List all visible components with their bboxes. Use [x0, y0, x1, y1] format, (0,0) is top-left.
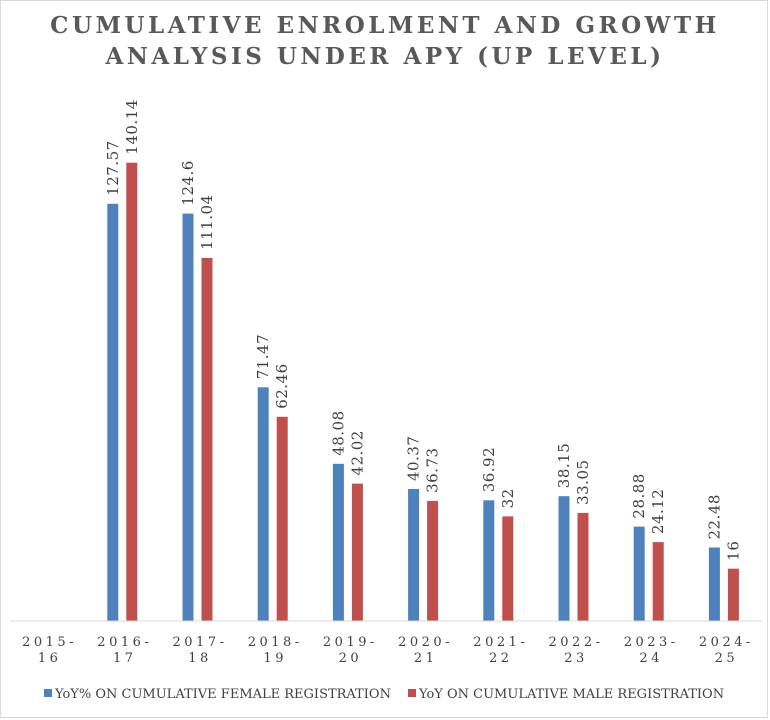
male-data-label-7: 33.05	[574, 459, 592, 504]
female-bar-1	[107, 203, 119, 622]
male-bar-7	[577, 512, 589, 621]
x-tick-label-2-line-1: 18	[188, 651, 212, 666]
male-bar-6	[502, 516, 514, 621]
male-data-label-9: 16	[724, 541, 742, 561]
chart-title-line-2: ANALYSIS UNDER APY (UP LEVEL)	[105, 43, 665, 70]
female-bar-2	[182, 213, 194, 621]
x-tick-label-0-line-1: 16	[38, 651, 62, 666]
female-legend-label: YoY% ON CUMULATIVE FEMALE REGISTRATION	[54, 687, 391, 702]
male-data-label-4: 42.02	[348, 430, 366, 475]
x-tick-label-1-line-1: 17	[113, 651, 137, 666]
male-bar-5	[427, 500, 439, 621]
female-legend-swatch	[44, 689, 52, 697]
male-data-label-8: 24.12	[649, 489, 667, 534]
x-tick-label-9-line-0: 2024-	[699, 635, 754, 650]
female-bar-7	[558, 496, 570, 621]
x-tick-label-0-line-0: 2015-	[22, 635, 77, 650]
female-data-label-2: 124.6	[179, 160, 197, 205]
female-data-label-3: 71.47	[254, 334, 272, 379]
x-tick-label-7-line-0: 2022-	[549, 635, 604, 650]
female-bar-6	[483, 500, 495, 621]
male-bar-1	[126, 162, 138, 621]
female-bar-3	[257, 387, 269, 621]
female-data-label-4: 48.08	[329, 410, 347, 455]
x-tick-label-6-line-1: 22	[489, 651, 513, 666]
x-tick-label-2-line-0: 2017-	[173, 635, 228, 650]
male-data-label-1: 140.14	[123, 99, 141, 155]
x-tick-label-1-line-0: 2016-	[97, 635, 152, 650]
x-tick-label-9-line-1: 25	[715, 651, 739, 666]
x-tick-labels-group: 2015-16 2016-17 2017-18 2018-19 2019-20 2020-…	[22, 635, 754, 666]
female-bar-9	[708, 547, 720, 621]
female-bar-4	[332, 463, 344, 621]
x-tick-label-4-line-0: 2019-	[323, 635, 378, 650]
x-tick-label-5-line-1: 21	[414, 651, 438, 666]
legend: YoY% ON CUMULATIVE FEMALE REGISTRATION Yo…	[44, 687, 724, 702]
female-data-label-8: 28.88	[630, 473, 648, 518]
chart-title: CUMULATIVE ENROLMENT AND GROWTH ANALYSIS…	[0, 10, 770, 72]
male-data-label-5: 36.73	[424, 447, 442, 492]
x-tick-label-3-line-1: 19	[263, 651, 287, 666]
female-data-label-5: 40.37	[405, 436, 423, 481]
x-tick-label-8-line-0: 2023-	[624, 635, 679, 650]
female-data-label-6: 36.92	[480, 447, 498, 492]
male-bar-2	[201, 257, 213, 621]
male-data-label-3: 62.46	[273, 363, 291, 408]
x-tick-label-8-line-1: 24	[639, 651, 663, 666]
female-data-label-1: 127.57	[104, 140, 122, 196]
male-data-label-2: 111.04	[198, 194, 216, 250]
female-data-label-7: 38.15	[555, 443, 573, 488]
male-bar-9	[727, 568, 739, 621]
chart-title-line-1: CUMULATIVE ENROLMENT AND GROWTH	[50, 12, 720, 39]
male-legend-swatch	[408, 689, 416, 697]
x-tick-label-7-line-1: 23	[564, 651, 588, 666]
male-legend-label: YoY ON CUMULATIVE MALE REGISTRATION	[418, 687, 724, 702]
male-data-label-6: 32	[499, 488, 517, 508]
x-tick-label-3-line-0: 2018-	[248, 635, 303, 650]
male-bar-3	[276, 416, 288, 621]
x-tick-label-4-line-1: 20	[339, 651, 363, 666]
female-data-label-9: 22.48	[705, 494, 723, 539]
female-bar-8	[633, 526, 645, 621]
male-bar-8	[652, 542, 664, 621]
x-tick-label-5-line-0: 2020-	[398, 635, 453, 650]
bars-group	[107, 162, 739, 622]
female-bar-5	[408, 489, 420, 621]
x-tick-label-6-line-0: 2021-	[473, 635, 528, 650]
male-bar-4	[351, 483, 363, 621]
